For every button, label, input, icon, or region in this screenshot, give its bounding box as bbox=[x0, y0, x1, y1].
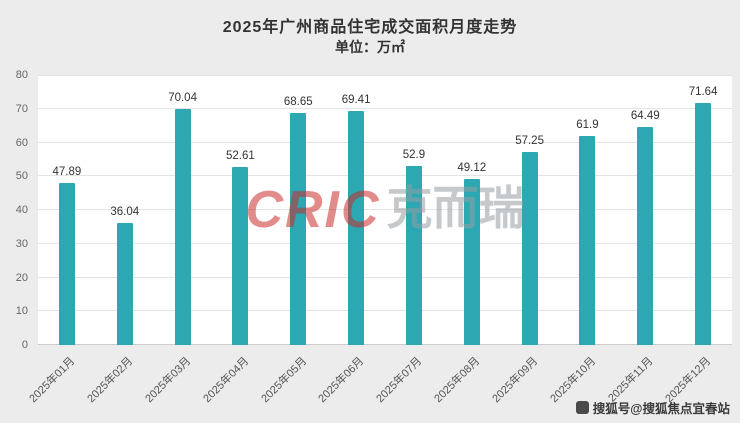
gridline bbox=[38, 107, 732, 109]
bar-value-label: 68.65 bbox=[283, 96, 313, 109]
y-tick-label: 20 bbox=[15, 271, 28, 284]
chart-title: 2025年广州商品住宅成交面积月度走势 bbox=[222, 19, 518, 36]
x-tick-label: 2025年05月 bbox=[258, 355, 309, 406]
gridline bbox=[38, 242, 732, 244]
gridline bbox=[38, 344, 732, 345]
bar-value-label: 64.49 bbox=[630, 110, 660, 123]
gridline bbox=[38, 276, 732, 278]
sohu-logo-icon bbox=[575, 401, 589, 414]
bar-value-label: 71.64 bbox=[688, 86, 718, 99]
bar-2025年07月 bbox=[405, 166, 422, 345]
bar-value-label: 52.9 bbox=[402, 149, 426, 162]
bar-2025年02月 bbox=[116, 223, 133, 345]
bar-2025年12月 bbox=[695, 103, 712, 345]
gridline bbox=[38, 75, 732, 76]
bar-2025年01月 bbox=[58, 183, 75, 345]
y-tick-label: 60 bbox=[15, 136, 28, 149]
source-credit: 搜狐号@搜狐焦点宜春站 bbox=[575, 398, 730, 417]
bar-2025年11月 bbox=[637, 127, 654, 345]
source-credit-text: 搜狐号@搜狐焦点宜春站 bbox=[592, 402, 730, 416]
gridline bbox=[38, 310, 732, 312]
bar-2025年03月 bbox=[174, 108, 191, 345]
y-tick-label: 50 bbox=[15, 170, 28, 183]
plot-area: CRIC 克而瑞 47.89 36.04 70.04 52.61 68.65 69.41 52… bbox=[38, 75, 732, 345]
chart-subtitle: 单位：万㎡ bbox=[335, 39, 405, 55]
y-tick-label: 0 bbox=[21, 339, 28, 351]
x-tick-label: 2025年08月 bbox=[432, 355, 483, 406]
x-tick-label: 2025年09月 bbox=[490, 355, 541, 406]
bar-2025年06月 bbox=[348, 110, 365, 345]
bar-value-label: 52.61 bbox=[226, 150, 255, 163]
gridline bbox=[38, 209, 732, 210]
y-axis: 0 10 20 30 40 50 60 70 80 bbox=[0, 69, 34, 351]
bar-value-label: 57.25 bbox=[515, 134, 544, 147]
bar-value-label: 47.89 bbox=[52, 166, 82, 179]
x-tick-label: 2025年06月 bbox=[316, 355, 367, 406]
bar-2025年04月 bbox=[232, 167, 249, 345]
bar-2025年10月 bbox=[579, 136, 596, 345]
x-tick-label: 2025年02月 bbox=[85, 355, 136, 406]
bar-value-label: 69.41 bbox=[341, 93, 371, 106]
x-tick-label: 2025年07月 bbox=[374, 355, 425, 406]
y-tick-label: 30 bbox=[15, 237, 28, 250]
x-tick-label: 2025年01月 bbox=[27, 355, 78, 406]
y-tick-label: 80 bbox=[15, 69, 28, 81]
x-tick-label: 2025年03月 bbox=[143, 355, 194, 406]
bar-value-label: 70.04 bbox=[168, 91, 197, 104]
bar-2025年08月 bbox=[463, 179, 480, 345]
bar-value-label: 61.9 bbox=[576, 119, 599, 132]
bar-2025年05月 bbox=[290, 113, 307, 345]
x-tick-label: 2025年04月 bbox=[201, 355, 252, 406]
gridline bbox=[38, 175, 732, 177]
bar-value-label: 36.04 bbox=[110, 206, 140, 219]
cric-watermark: CRIC 克而瑞 bbox=[245, 184, 524, 236]
y-tick-label: 40 bbox=[15, 204, 28, 216]
y-tick-label: 70 bbox=[15, 102, 28, 115]
bar-2025年09月 bbox=[521, 151, 538, 345]
y-tick-label: 10 bbox=[15, 305, 28, 318]
gridline bbox=[38, 141, 732, 143]
bar-value-label: 49.12 bbox=[457, 162, 487, 175]
